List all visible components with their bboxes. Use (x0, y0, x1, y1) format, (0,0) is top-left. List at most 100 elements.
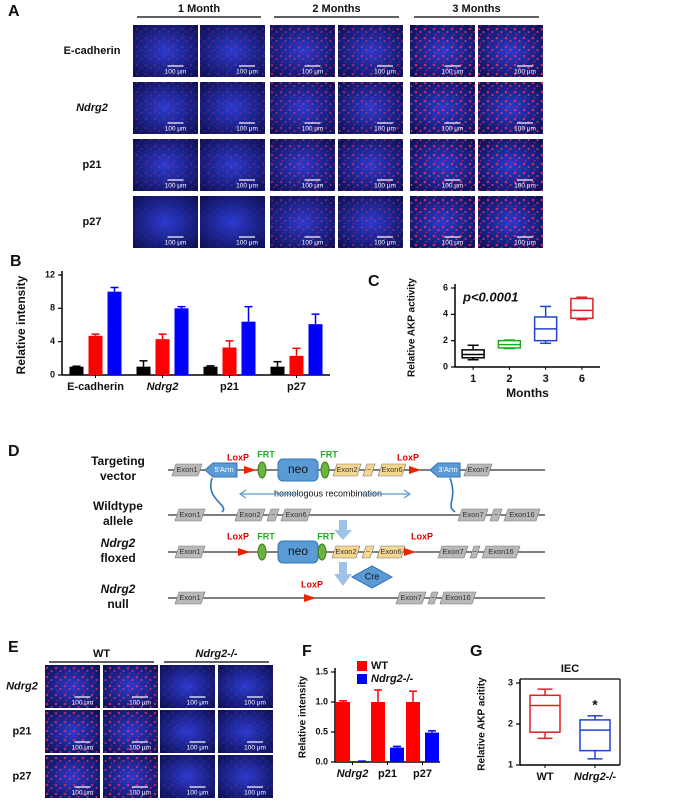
row-label: vector (100, 469, 136, 483)
exon (332, 463, 362, 477)
micrograph-stain (478, 139, 543, 191)
micrograph-stain (133, 139, 198, 191)
bar (69, 366, 84, 375)
scale-label: 100 μm (129, 700, 151, 707)
micrograph-stain (338, 25, 403, 77)
exon-label: Exon7 (400, 593, 421, 602)
exon-label: Exon16 (509, 510, 534, 519)
micrograph-stain (103, 665, 158, 708)
exon-label: Exon7 (467, 465, 488, 474)
exon-label: ~ (431, 593, 436, 602)
micrograph-stain (200, 25, 265, 77)
panel-label: B (10, 253, 22, 270)
bar (270, 366, 285, 375)
micrograph-stain (160, 710, 215, 753)
x-tick-label: Ndrg2 (337, 768, 369, 780)
y-tick-label: 4 (443, 309, 448, 319)
row-label: p27 (83, 216, 102, 228)
bar (425, 732, 439, 762)
exon-label: Exon1 (176, 465, 197, 474)
x-tick-label: p21 (220, 381, 239, 393)
panel-label: G (470, 643, 482, 660)
micrograph-stain (218, 710, 273, 753)
x-tick-label: 6 (579, 373, 585, 385)
legend-label: WT (371, 660, 388, 672)
x-tick-label: E-cadherin (67, 381, 124, 393)
exon (376, 545, 406, 559)
cre-diamond (350, 565, 394, 589)
row-label: Ndrg2 (6, 680, 38, 692)
exon (457, 508, 489, 522)
scale-label: 100 μm (72, 700, 94, 707)
row-label: floxed (100, 551, 135, 565)
column-header: Ndrg2-/- (195, 648, 238, 660)
scale-label: 100 μm (442, 183, 464, 190)
homology-arm (429, 462, 461, 478)
scale-label: 100 μm (236, 69, 258, 76)
x-tick-label: p21 (378, 768, 397, 780)
frt-site (320, 461, 330, 479)
exon (234, 508, 266, 522)
arrow (334, 520, 352, 540)
x-axis-label: Months (506, 386, 549, 400)
panel-label: D (8, 443, 20, 460)
micrograph-stain (133, 196, 198, 248)
scale-label: 100 μm (244, 745, 266, 752)
exon-label: Exon16 (445, 593, 470, 602)
exon-label: Exon2 (239, 510, 260, 519)
loxp-site (238, 548, 250, 556)
column-header: WT (93, 648, 110, 660)
micrograph-stain (478, 25, 543, 77)
frt-label: FRT (257, 531, 275, 541)
row-label: Targeting (91, 454, 145, 468)
exon-label: Exon1 (179, 547, 200, 556)
row-label: Ndrg2 (76, 102, 108, 114)
scale-label: 100 μm (187, 700, 209, 707)
bar (136, 366, 151, 375)
scale-label: 100 μm (514, 240, 536, 247)
micrograph-stain (270, 139, 335, 191)
micrograph-stain (478, 196, 543, 248)
y-tick-label: 2 (443, 335, 448, 345)
micrograph-stain (45, 710, 100, 753)
micrograph-stain (133, 82, 198, 134)
exon (174, 591, 206, 605)
box (579, 719, 611, 752)
scale-label: 100 μm (129, 745, 151, 752)
scale-label: 100 μm (165, 240, 187, 247)
bar (390, 747, 404, 762)
loxp-label: LoxP (227, 531, 249, 541)
micrograph-stain (200, 139, 265, 191)
y-tick-label: 3 (508, 677, 513, 687)
scale-label: 100 μm (187, 745, 209, 752)
exon-label: ~ (494, 510, 499, 519)
micrograph-stain (410, 25, 475, 77)
exon-label: Exon16 (488, 547, 513, 556)
row-label: Ndrg2 (101, 582, 136, 596)
micrograph-stain (270, 82, 335, 134)
legend-swatch (357, 674, 367, 684)
loxp-label: LoxP (411, 531, 433, 541)
x-tick-label: 2 (506, 373, 512, 385)
frt-label: FRT (320, 449, 338, 459)
legend-swatch (357, 661, 367, 671)
y-tick-label: 1 (508, 759, 513, 769)
exon-label: Exon7 (442, 547, 463, 556)
scale-label: 100 μm (442, 69, 464, 76)
exon-label: Exon7 (462, 510, 483, 519)
loxp-site (404, 548, 416, 556)
micrograph-stain (160, 755, 215, 798)
micrograph-stain (478, 82, 543, 134)
panel-label: A (8, 3, 20, 20)
scale-label: 100 μm (442, 126, 464, 133)
exon (174, 508, 206, 522)
y-tick-label: 12 (45, 269, 55, 279)
exon (481, 545, 521, 559)
exon (266, 508, 280, 522)
scale-label: 100 μm (165, 183, 187, 190)
exon-label: ~ (367, 465, 372, 474)
exon (361, 545, 375, 559)
chart-title: IEC (561, 663, 579, 675)
x-tick-label: Ndrg2-/- (574, 771, 617, 783)
micrograph-stain (133, 25, 198, 77)
